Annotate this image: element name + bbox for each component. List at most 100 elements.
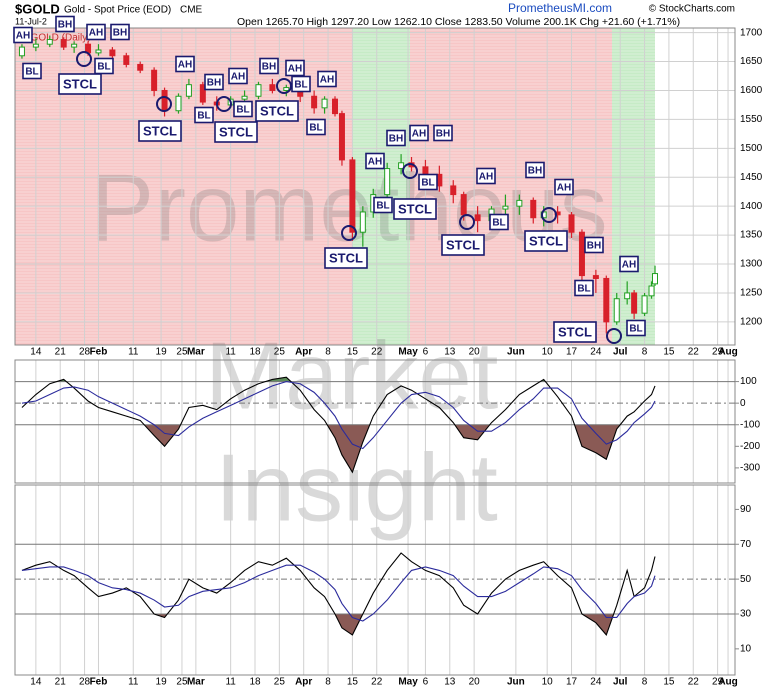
annotation-box <box>554 178 574 196</box>
stcl-circle <box>541 207 557 223</box>
annotation-box <box>476 167 496 185</box>
symbol: $GOLD <box>15 1 60 16</box>
annotation: STCL <box>260 103 294 118</box>
candle-body <box>123 55 130 65</box>
x-tick-label: 24 <box>590 347 602 358</box>
annotation-box <box>524 230 568 252</box>
candle-body <box>18 46 25 57</box>
candle-body <box>338 113 345 161</box>
indicator-line <box>21 376 656 474</box>
x-tick-label: 22 <box>371 677 383 688</box>
y-tick-label: 1250 <box>740 288 763 299</box>
candle-body <box>384 168 391 196</box>
candle-body <box>530 199 537 219</box>
x-tick-label: 21 <box>55 347 67 358</box>
stcl-circle <box>459 214 475 230</box>
candle-body <box>137 63 144 71</box>
candle-body <box>648 285 655 297</box>
y-tick-label: 30 <box>740 609 752 620</box>
watermark: Market <box>205 322 498 429</box>
x-tick-label: 20 <box>469 677 481 688</box>
annotation-box <box>574 279 594 297</box>
x-tick-label: 14 <box>30 677 42 688</box>
candle-body <box>321 98 328 109</box>
annotation-box <box>285 59 305 77</box>
annotation-box <box>409 124 429 142</box>
annotation: BL <box>236 105 249 116</box>
candle-body <box>349 159 356 233</box>
credit: © StockCharts.com <box>649 4 735 15</box>
annotation-box <box>291 75 311 93</box>
candle-body <box>603 277 610 323</box>
x-tick-label: 11 <box>128 347 139 358</box>
annotation: BL <box>309 123 322 134</box>
x-tick-label: 8 <box>325 677 331 688</box>
annotation-box <box>233 100 253 118</box>
oversold-fill <box>21 613 655 635</box>
x-tick-label: 29 <box>712 347 724 358</box>
x-tick-label: 17 <box>566 347 578 358</box>
annotation: AH <box>178 60 192 71</box>
stcl-circle <box>216 96 232 112</box>
x-tick-label: 11 <box>225 347 236 358</box>
annotation-box <box>365 152 385 170</box>
candle-body <box>502 205 509 210</box>
panel-frame <box>14 359 736 484</box>
candle-body <box>624 292 631 300</box>
candle-body <box>578 231 585 277</box>
y-tick-label: 1700 <box>740 27 763 38</box>
annotation-box <box>22 62 42 80</box>
y-tick-label: 70 <box>740 539 752 550</box>
candle-body <box>398 162 405 170</box>
instrument: Gold - Spot Price (EOD) <box>64 5 171 16</box>
x-tick-label: 6 <box>423 347 429 358</box>
candle-body <box>641 295 648 314</box>
x-tick-label: May <box>398 677 418 688</box>
annotation-box <box>324 247 368 269</box>
candle-body <box>568 214 575 233</box>
x-tick-label: 25 <box>176 347 188 358</box>
annotation: AH <box>16 31 30 42</box>
y-tick-label: 1400 <box>740 201 763 212</box>
annotation-box <box>433 124 453 142</box>
candle-body <box>283 87 290 91</box>
annotation-box <box>259 57 279 75</box>
candle-body <box>151 69 158 91</box>
x-tick-label: 17 <box>566 677 578 688</box>
x-tick-label: 28 <box>79 347 91 358</box>
x-tick-label: 20 <box>469 347 481 358</box>
annotation-box <box>204 73 224 91</box>
zone <box>352 28 410 345</box>
x-tick-label: Aug <box>718 347 737 358</box>
source: PrometheusMI.com <box>508 1 612 15</box>
annotation-box <box>110 23 130 41</box>
annotation-box <box>626 319 646 337</box>
candle-body <box>613 298 620 323</box>
candle-body <box>269 84 276 91</box>
annotation-box <box>489 213 509 231</box>
annotation: BL <box>492 218 505 229</box>
x-tick-label: 15 <box>663 677 675 688</box>
annotation-box <box>13 26 33 44</box>
x-tick-label: Feb <box>90 677 108 688</box>
y-tick-label: 1300 <box>740 259 763 270</box>
annotation: STCL <box>398 201 432 216</box>
x-tick-label: 19 <box>156 677 168 688</box>
annotation: BL <box>97 62 110 73</box>
annotation: BH <box>262 62 276 73</box>
x-tick-label: 22 <box>688 677 700 688</box>
annotation-box <box>255 100 299 122</box>
x-tick-label: 24 <box>590 677 602 688</box>
date: 11-Jul-2 <box>15 16 47 26</box>
annotation: BH <box>436 129 450 140</box>
x-tick-label: 29 <box>712 677 724 688</box>
indicator-line <box>21 381 656 450</box>
candle-body <box>450 185 457 196</box>
candle-body <box>359 211 366 233</box>
annotation: AH <box>368 157 382 168</box>
y-tick-label: 10 <box>740 643 752 654</box>
x-tick-label: Mar <box>187 677 205 688</box>
candle-body <box>631 292 638 314</box>
annotation-box <box>584 236 604 254</box>
